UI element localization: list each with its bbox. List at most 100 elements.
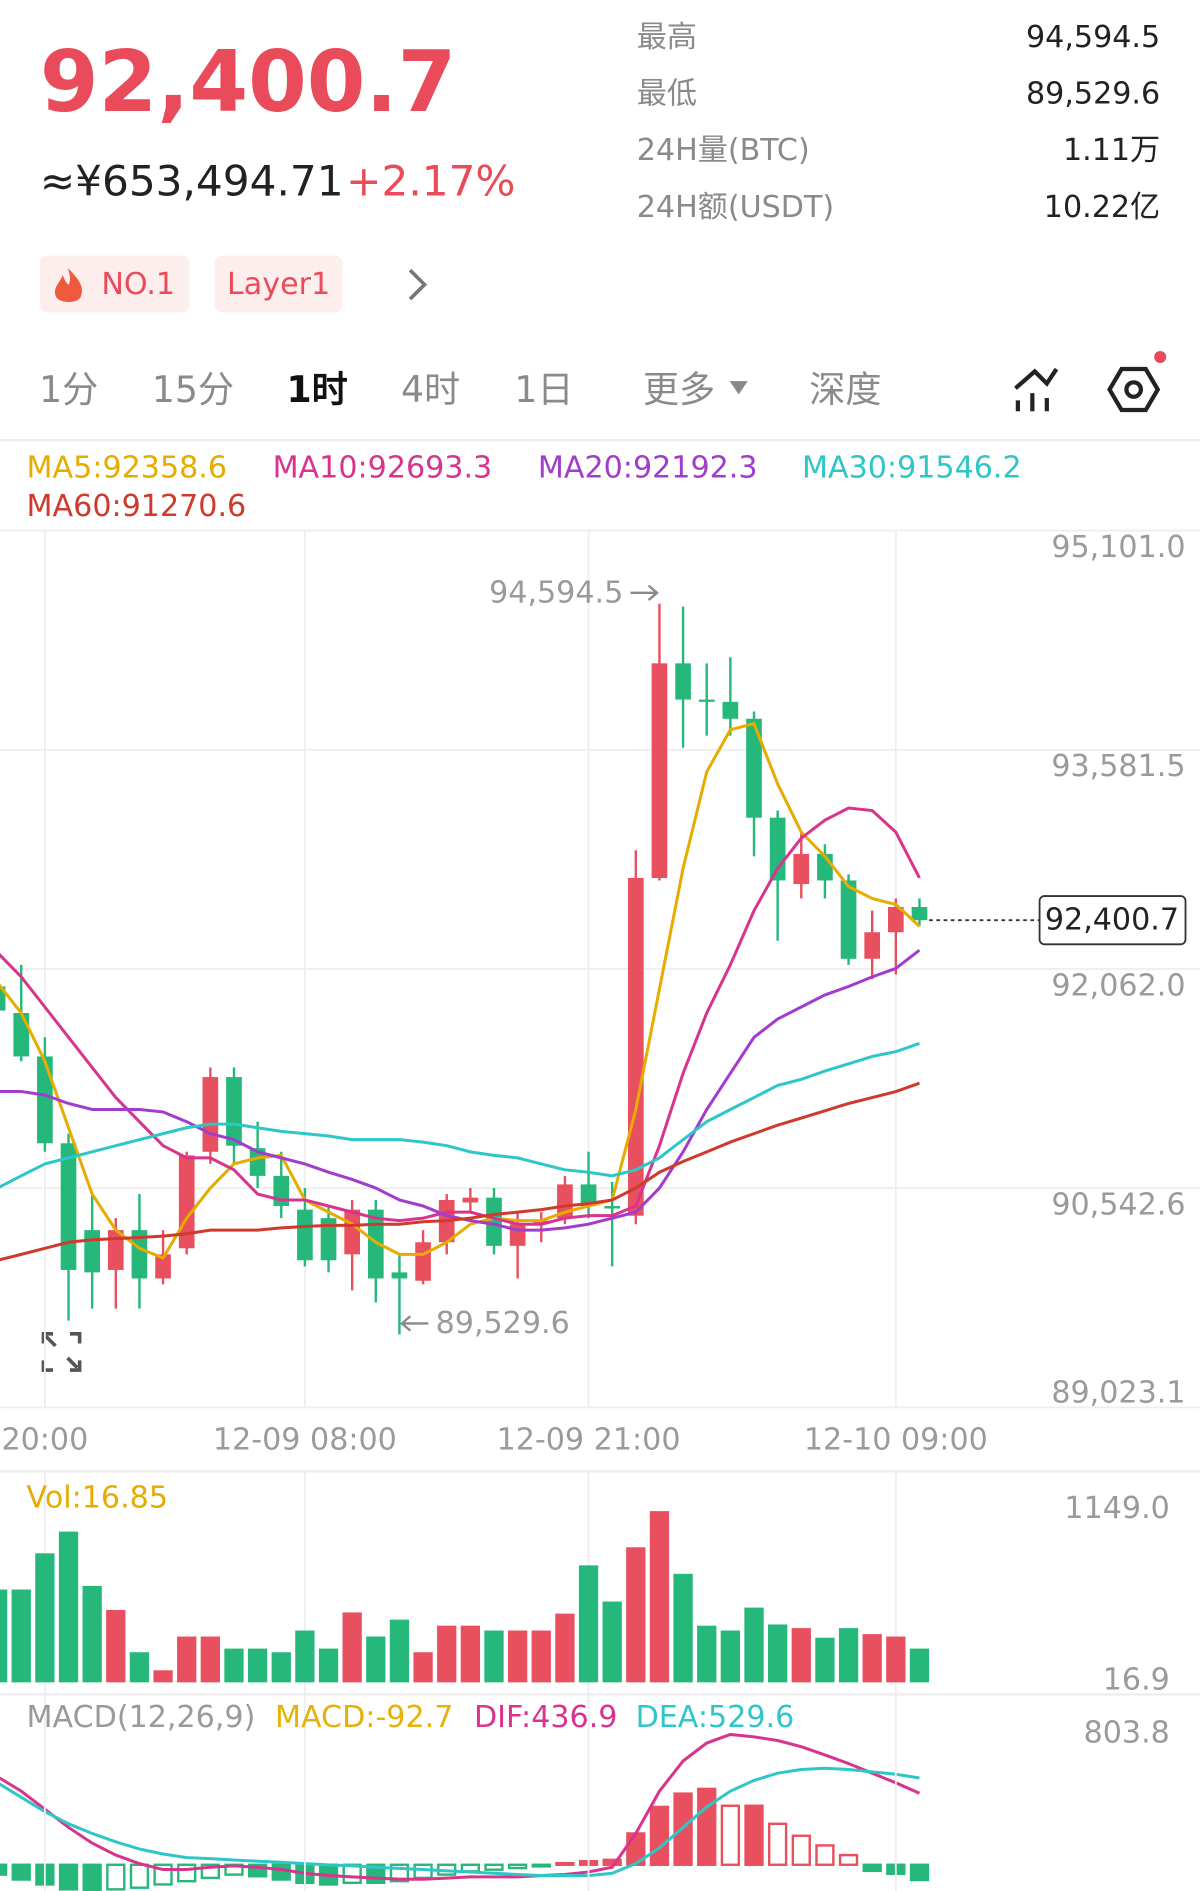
volume-bar [815, 1637, 835, 1683]
volume-bar [366, 1636, 386, 1683]
settings-icon[interactable] [1107, 350, 1167, 413]
candle-body [840, 880, 857, 959]
volume-title: Vol:16.85 [27, 1480, 168, 1515]
indicator-icon[interactable] [1014, 367, 1059, 412]
stat-value: 94,594.5 [1026, 20, 1160, 55]
stat-label: 最高 [637, 20, 697, 55]
candle-body [675, 663, 691, 700]
volume-bar [106, 1609, 126, 1683]
volume-bar [129, 1652, 150, 1683]
legend-entry: DIF:436.9 [474, 1700, 617, 1735]
volume-bar [744, 1607, 764, 1683]
ma-line [0, 806, 921, 1226]
volume-bar [862, 1634, 882, 1683]
current-price-box [1038, 895, 1187, 946]
candle-body [0, 986, 6, 1011]
y-tick-label: 90,542.6 [1051, 1188, 1185, 1223]
volume-bar [460, 1625, 481, 1683]
x-tick-label: 12-09 08:00 [213, 1422, 397, 1457]
volume-bar [437, 1625, 457, 1683]
interval-tab[interactable]: 1分 [39, 368, 98, 411]
y-tick-label: 1149.0 [1064, 1491, 1169, 1526]
volume-bar [720, 1630, 741, 1683]
tag-text[interactable]: NO.1 [101, 267, 175, 302]
candle-body [226, 1077, 242, 1146]
fullscreen-icon[interactable] [41, 1332, 82, 1372]
candle-body [344, 1209, 361, 1255]
candle-body [60, 1143, 77, 1270]
volume-bar [318, 1648, 339, 1683]
macd-bar [531, 1863, 551, 1868]
fiat-price: ≈¥653,494.71 [40, 156, 344, 205]
volume-bar [673, 1573, 693, 1683]
y-tick-label: 16.9 [1103, 1662, 1170, 1697]
candle-body [249, 1148, 266, 1176]
interval-tab[interactable]: 15分 [152, 368, 234, 411]
volume-bar [413, 1652, 433, 1683]
x-tick-label: 20:00 [1, 1422, 88, 1457]
candle-body [533, 1220, 550, 1225]
legend-entry: MA60:91270.6 [27, 489, 247, 524]
volume-bar [697, 1625, 717, 1683]
candle-body [391, 1272, 408, 1279]
stat-label: 最低 [637, 77, 697, 112]
macd-bar [247, 1863, 268, 1878]
volume-bar [389, 1619, 410, 1683]
volume-bar [153, 1670, 173, 1683]
volume-bar [247, 1648, 268, 1683]
annotation-label: 89,529.6 [436, 1306, 570, 1341]
volume-bar [626, 1547, 646, 1683]
y-tick-label: 93,581.5 [1051, 749, 1185, 784]
legend-entry: MA20:92192.3 [538, 450, 758, 485]
chevron[interactable] [408, 268, 428, 301]
x-tick-label: 12-09 21:00 [497, 1422, 681, 1457]
ma-line [0, 1042, 920, 1189]
macd-bar [649, 1805, 670, 1866]
macd-bar [815, 1844, 835, 1866]
candle-body [486, 1197, 502, 1246]
more-tab[interactable]: 更多 [643, 368, 715, 411]
candle-body [864, 932, 881, 959]
interval-tab[interactable]: 4时 [401, 368, 460, 411]
macd-line [0, 1766, 920, 1878]
volume-bar [200, 1636, 220, 1683]
stat-value: 89,529.6 [1026, 77, 1160, 112]
volume-bar [909, 1648, 930, 1683]
macd-bar [129, 1863, 150, 1889]
candle-body [887, 906, 904, 933]
stat-value: 1.11万 [1063, 133, 1160, 168]
volume-bar [531, 1630, 551, 1683]
volume-bar [484, 1630, 504, 1683]
volume-bar [649, 1511, 670, 1683]
macd-bar [271, 1863, 291, 1881]
volume-bar [578, 1565, 599, 1683]
volume-bar [58, 1531, 79, 1683]
macd-bar [862, 1863, 882, 1873]
macd-bar [744, 1804, 764, 1866]
y-tick-label: 89,023.1 [1051, 1375, 1185, 1410]
current-price-label: 92,400.7 [1045, 903, 1179, 938]
macd-bar [82, 1863, 102, 1891]
depth-tab[interactable]: 深度 [809, 368, 881, 411]
candle-body [202, 1077, 219, 1152]
volume-bar [0, 1589, 8, 1683]
volume-bar [507, 1630, 528, 1683]
x-tick-label: 12-10 09:00 [804, 1422, 988, 1457]
macd-bar [58, 1863, 79, 1891]
volume-bar [555, 1613, 575, 1683]
candle-body [37, 1056, 53, 1144]
candle-body [320, 1218, 337, 1261]
volume-bar [602, 1601, 622, 1683]
interval-tab[interactable]: 1日 [514, 368, 573, 411]
macd-bar [555, 1861, 575, 1866]
volume-bar [838, 1628, 859, 1683]
volume-bar [342, 1612, 362, 1683]
tag-box[interactable] [214, 255, 343, 313]
macd-bar [507, 1863, 528, 1870]
volume-bar [886, 1636, 906, 1683]
interval-tab[interactable]: 1时 [287, 368, 348, 411]
volume-bar [271, 1652, 291, 1683]
tag-text[interactable]: Layer1 [227, 267, 330, 302]
arrow-head [647, 584, 659, 601]
candle-body [367, 1209, 384, 1279]
